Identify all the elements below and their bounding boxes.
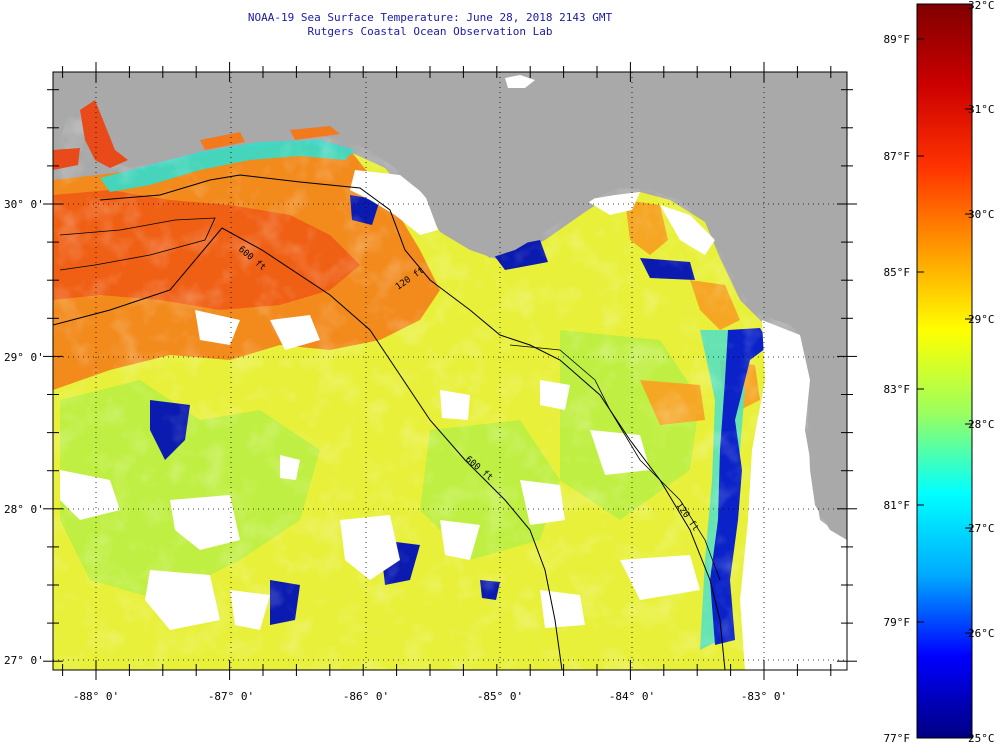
coastline-shelf — [59, 217, 721, 581]
celsius-label: 32°C — [968, 0, 995, 12]
colorbar — [916, 3, 973, 739]
lat-label: 29° 0' — [4, 351, 44, 364]
land-mask — [53, 72, 847, 540]
lon-label: -86° 0' — [343, 690, 389, 703]
fahrenheit-label: 83°F — [884, 383, 911, 396]
map-ticks — [43, 62, 857, 680]
fahrenheit-label: 85°F — [884, 266, 911, 279]
celsius-label: 25°C — [968, 732, 995, 745]
lon-label: -88° 0' — [73, 690, 119, 703]
map-frame — [52, 71, 848, 671]
lat-label: 28° 0' — [4, 503, 44, 516]
isobath-600ft — [53, 227, 563, 670]
title-line-2: Rutgers Coastal Ocean Observation Lab — [307, 25, 553, 38]
fahrenheit-label: 89°F — [884, 33, 911, 46]
lat-label: 27° 0' — [4, 654, 44, 667]
celsius-label: 26°C — [968, 627, 995, 640]
lon-label: -85° 0' — [477, 690, 523, 703]
colorbar-ticks — [917, 38, 972, 634]
fahrenheit-label: 87°F — [884, 150, 911, 163]
lon-label: -84° 0' — [609, 690, 655, 703]
map-area: 600 ft 120 ft 600 ft 120 ft — [53, 72, 847, 670]
bay-mobile — [53, 100, 128, 170]
fahrenheit-label: 79°F — [884, 616, 911, 629]
celsius-label: 29°C — [968, 313, 995, 326]
fahrenheit-label: 77°F — [884, 732, 911, 745]
bay-pensacola — [200, 126, 340, 150]
lon-label: -87° 0' — [208, 690, 254, 703]
celsius-label: 28°C — [968, 418, 995, 431]
celsius-label: 27°C — [968, 522, 995, 535]
title-line-1: NOAA-19 Sea Surface Temperature: June 28… — [247, 11, 613, 24]
celsius-label: 30°C — [968, 208, 995, 221]
isobath-120ft — [99, 174, 726, 670]
lat-label: 30° 0' — [4, 198, 44, 211]
island-top — [505, 75, 535, 88]
lon-label: -83° 0' — [741, 690, 787, 703]
celsius-label: 31°C — [968, 103, 995, 116]
fahrenheit-label: 81°F — [884, 499, 911, 512]
